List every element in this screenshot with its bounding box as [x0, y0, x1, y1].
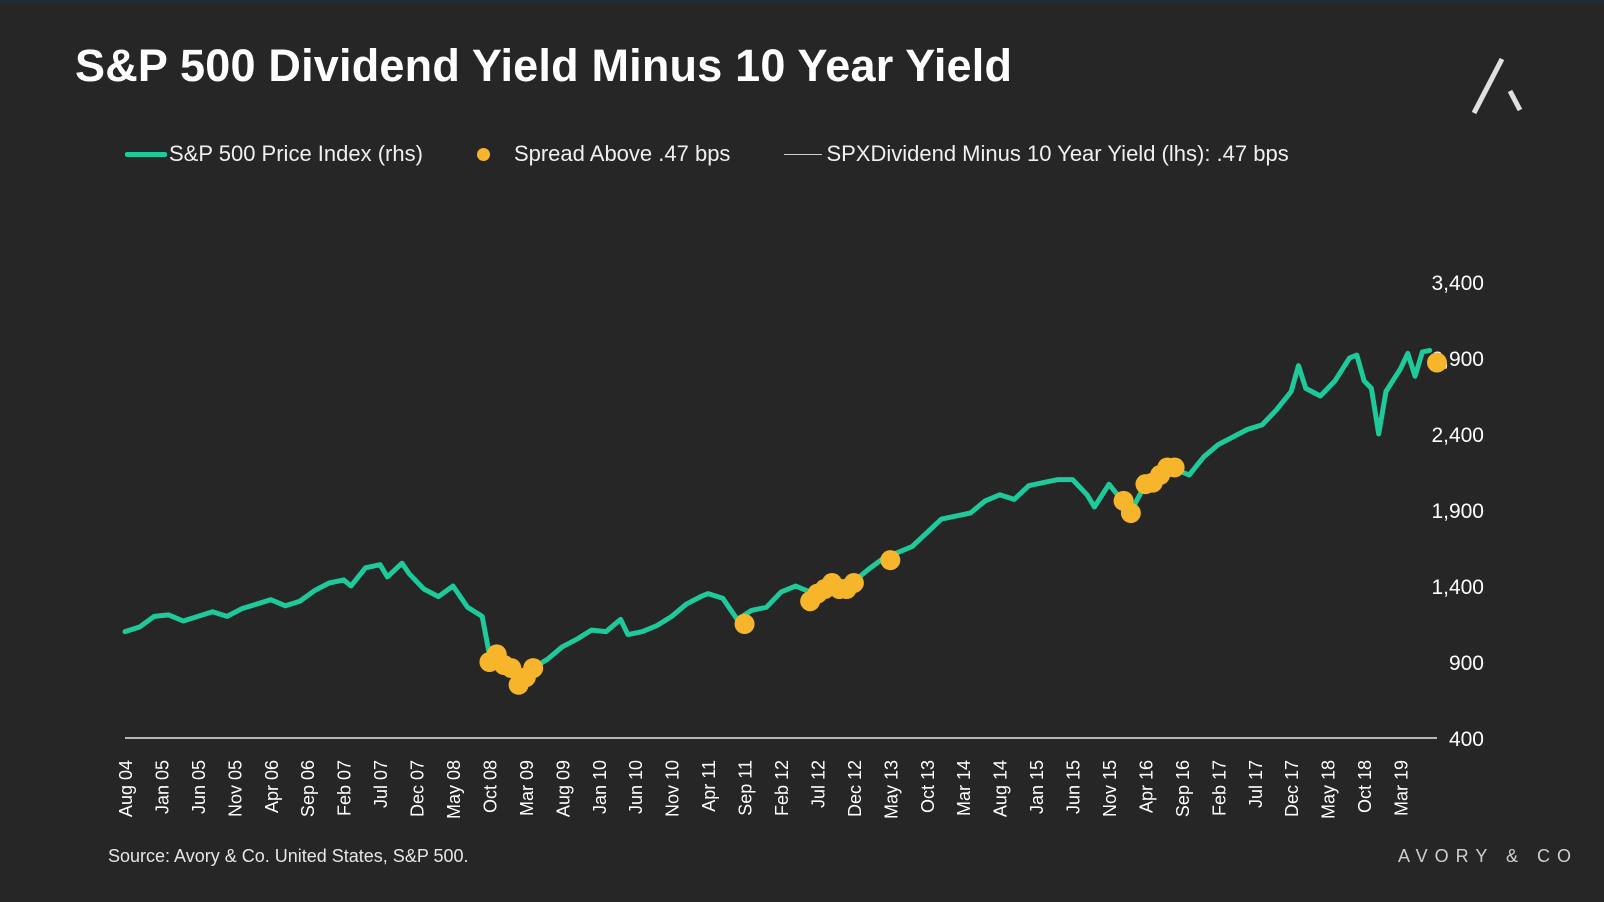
spread-point — [843, 572, 864, 593]
legend-item-spread: Spread Above .47 bps — [476, 141, 731, 167]
spread-point — [501, 658, 522, 679]
x-tick-label: Aug 09 — [553, 760, 573, 817]
x-tick-label: Mar 19 — [1392, 760, 1412, 816]
x-tick-label: May 18 — [1319, 760, 1339, 819]
y-tick-label: 1,900 — [1431, 500, 1484, 523]
x-tick-label: Oct 08 — [480, 760, 500, 813]
x-tick-label: Mar 14 — [954, 760, 974, 816]
legend-swatch-diff — [784, 153, 823, 155]
spread-point — [523, 658, 544, 679]
x-tick-label: Sep 11 — [736, 760, 756, 816]
x-tick-label: Dec 07 — [408, 760, 428, 817]
x-tick-label: Sep 06 — [298, 760, 318, 817]
x-tick-label: Nov 05 — [225, 760, 245, 817]
spread-point — [1164, 457, 1185, 478]
spread-point — [1427, 352, 1447, 373]
chart-legend: S&P 500 Price Index (rhs) Spread Above .… — [125, 138, 1343, 170]
y-tick-label: 2,400 — [1431, 424, 1484, 447]
window-top-edge — [0, 0, 1604, 3]
x-tick-label: Apr 06 — [262, 760, 282, 813]
y-tick-label: 1,400 — [1431, 576, 1484, 599]
x-tick-label: Jul 12 — [808, 760, 828, 808]
x-tick-label: Nov 10 — [663, 760, 683, 817]
x-tick-label: Aug 14 — [991, 760, 1011, 817]
x-tick-label: Oct 13 — [918, 760, 938, 813]
x-tick-label: Jul 17 — [1246, 760, 1266, 808]
legend-item-price: S&P 500 Price Index (rhs) — [125, 141, 423, 167]
x-tick-label: Sep 16 — [1173, 760, 1193, 817]
x-tick-label: Feb 07 — [335, 760, 355, 816]
legend-label-price: S&P 500 Price Index (rhs) — [169, 141, 423, 166]
x-tick-label: Jun 05 — [189, 760, 209, 814]
brand-wordmark: AVORY & CO — [1398, 846, 1579, 866]
x-tick-label: Oct 18 — [1355, 760, 1375, 813]
x-tick-label: Mar 09 — [517, 760, 537, 816]
spread-point — [880, 550, 901, 571]
chart-title: S&P 500 Dividend Yield Minus 10 Year Yie… — [75, 40, 1013, 91]
x-tick-label: Jul 07 — [371, 760, 391, 808]
x-tick-label: Nov 15 — [1100, 760, 1120, 817]
y-tick-label: 400 — [1449, 728, 1484, 751]
x-tick-label: Aug 04 — [116, 760, 136, 817]
x-tick-label: Dec 17 — [1282, 760, 1302, 817]
x-tick-label: Jan 10 — [590, 760, 610, 814]
x-tick-label: Jun 10 — [626, 760, 646, 814]
source-note: Source: Avory & Co. United States, S&P 5… — [108, 846, 469, 866]
y-tick-label: 3,400 — [1431, 272, 1484, 295]
x-tick-label: Apr 16 — [1136, 760, 1156, 813]
y-tick-label: 900 — [1449, 652, 1484, 675]
x-tick-label: Dec 12 — [845, 760, 865, 817]
x-tick-label: Apr 11 — [699, 760, 719, 812]
spread-point — [734, 614, 755, 634]
x-tick-label: May 08 — [444, 760, 464, 819]
legend-label-diff: SPXDividend Minus 10 Year Yield (lhs): .… — [826, 141, 1289, 166]
x-tick-label: Feb 17 — [1209, 760, 1229, 816]
legend-item-diff: SPXDividend Minus 10 Year Yield (lhs): .… — [784, 141, 1289, 167]
legend-label-spread: Spread Above .47 bps — [513, 141, 731, 166]
x-tick-label: Jun 15 — [1064, 760, 1084, 814]
x-tick-label: Jan 15 — [1027, 760, 1047, 814]
legend-swatch-spread — [476, 147, 490, 161]
x-tick-label: Feb 12 — [772, 760, 792, 816]
legend-swatch-price — [125, 151, 167, 157]
x-tick-label: May 13 — [881, 760, 901, 819]
spread-point — [1120, 503, 1141, 524]
x-tick-label: Jan 05 — [152, 760, 172, 814]
price-series-line — [122, 347, 1433, 688]
brand-logo-icon — [1472, 57, 1523, 115]
